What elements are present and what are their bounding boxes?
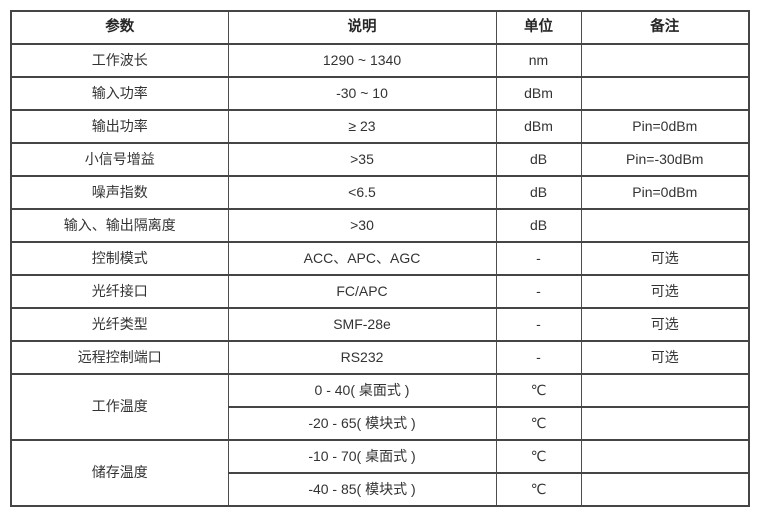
unit-cell: dB (495, 175, 582, 210)
desc-cell: <6.5 (227, 175, 497, 210)
unit-cell: - (495, 307, 582, 342)
note-cell (580, 472, 750, 507)
note-cell: 可选 (580, 274, 750, 309)
table-row: 工作波长 1290 ~ 1340 nm (10, 43, 750, 78)
note-cell (580, 406, 750, 441)
note-cell (580, 373, 750, 408)
table-row: 光纤接口 FC/APC - 可选 (10, 274, 750, 309)
table-row: -20 - 65( 模块式 ) ℃ (11, 406, 750, 441)
unit-cell: ℃ (495, 439, 582, 474)
param-cell: 控制模式 (10, 241, 229, 276)
table-row: 输出功率 ≥ 23 dBm Pin=0dBm (10, 109, 750, 144)
desc-cell: -20 - 65( 模块式 ) (227, 406, 497, 441)
unit-cell: - (495, 274, 582, 309)
table-row: 远程控制端口 RS232- 可选 (10, 340, 750, 375)
unit-cell: nm (495, 43, 582, 78)
table-row: 输入功率 -30 ~ 10 dBm (10, 76, 750, 111)
param-cell: 小信号增益 (10, 142, 229, 177)
header-desc: 说明 (227, 10, 497, 45)
desc-cell: -40 - 85( 模块式 ) (227, 472, 497, 507)
desc-cell: -30 ~ 10 (227, 76, 497, 111)
desc-cell: >35 (227, 142, 497, 177)
desc-cell: ACC、APC、AGC (227, 241, 497, 276)
param-cell: 储存温度 (10, 439, 229, 507)
unit-cell: - (495, 241, 582, 276)
desc-cell: ≥ 23 (227, 109, 497, 144)
table-row: 输入、输出隔离度 >30 dB (10, 208, 750, 243)
table-row: -40 - 85( 模块式 ) ℃ (11, 472, 750, 507)
param-cell: 远程控制端口 (10, 340, 229, 375)
note-cell: 可选 (580, 241, 750, 276)
unit-cell: ℃ (495, 406, 582, 441)
note-cell (580, 76, 750, 111)
param-cell: 工作温度 (10, 373, 229, 441)
header-note: 备注 (580, 10, 750, 45)
header-unit: 单位 (495, 10, 582, 45)
unit-cell: dB (495, 142, 582, 177)
spec-table-header: 参数 说明 单位 备注 (10, 10, 750, 45)
spec-table-body: 工作波长 1290 ~ 1340 nm 输入功率 -30 ~ 10 dBm 输出功率 ≥ 23… (10, 43, 750, 507)
table-row: 储存温度 -10 - 70( 桌面式 ) ℃ (10, 439, 750, 507)
note-cell (580, 208, 750, 243)
unit-cell: ℃ (495, 373, 582, 408)
spec-table: 参数 说明 单位 备注 工作波长 1290 ~ 1340 nm 输入功率 -30 ~ 1… (10, 10, 750, 507)
note-cell (580, 43, 750, 78)
header-param: 参数 (10, 10, 229, 45)
table-row: 控制模式 ACC、APC、AGC - 可选 (10, 241, 750, 276)
table-row: 工作温度 0 - 40( 桌面式 ) ℃ (10, 373, 750, 441)
desc-cell: 1290 ~ 1340 (227, 43, 497, 78)
param-cell: 工作波长 (10, 43, 229, 78)
param-cell: 输入、输出隔离度 (10, 208, 229, 243)
param-cell: 输入功率 (10, 76, 229, 111)
unit-cell: - (495, 340, 582, 375)
desc-cell: RS232 (227, 340, 497, 375)
table-row: 光纤类型 SMF-28e - 可选 (10, 307, 750, 342)
header-row: 参数 说明 单位 备注 (10, 10, 750, 45)
note-cell (580, 439, 750, 474)
note-cell: 可选 (580, 340, 750, 375)
desc-cell: FC/APC (227, 274, 497, 309)
unit-cell: dBm (495, 109, 582, 144)
note-cell: Pin=0dBm (580, 109, 750, 144)
unit-cell: dBm (495, 76, 582, 111)
note-cell: Pin=0dBm (580, 175, 750, 210)
note-cell: Pin=-30dBm (580, 142, 750, 177)
unit-cell: dB (495, 208, 582, 243)
desc-cell: SMF-28e (227, 307, 497, 342)
param-cell: 输出功率 (10, 109, 229, 144)
desc-cell: >30 (227, 208, 497, 243)
table-row: 噪声指数 <6.5 dB Pin=0dBm (10, 175, 750, 210)
param-cell: 噪声指数 (10, 175, 229, 210)
table-row: 小信号增益 >35 dB Pin=-30dBm (10, 142, 750, 177)
param-cell: 光纤类型 (10, 307, 229, 342)
param-cell: 光纤接口 (10, 274, 229, 309)
desc-cell: 0 - 40( 桌面式 ) (227, 373, 497, 408)
note-cell: 可选 (580, 307, 750, 342)
unit-cell: ℃ (495, 472, 582, 507)
desc-cell: -10 - 70( 桌面式 ) (227, 439, 497, 474)
